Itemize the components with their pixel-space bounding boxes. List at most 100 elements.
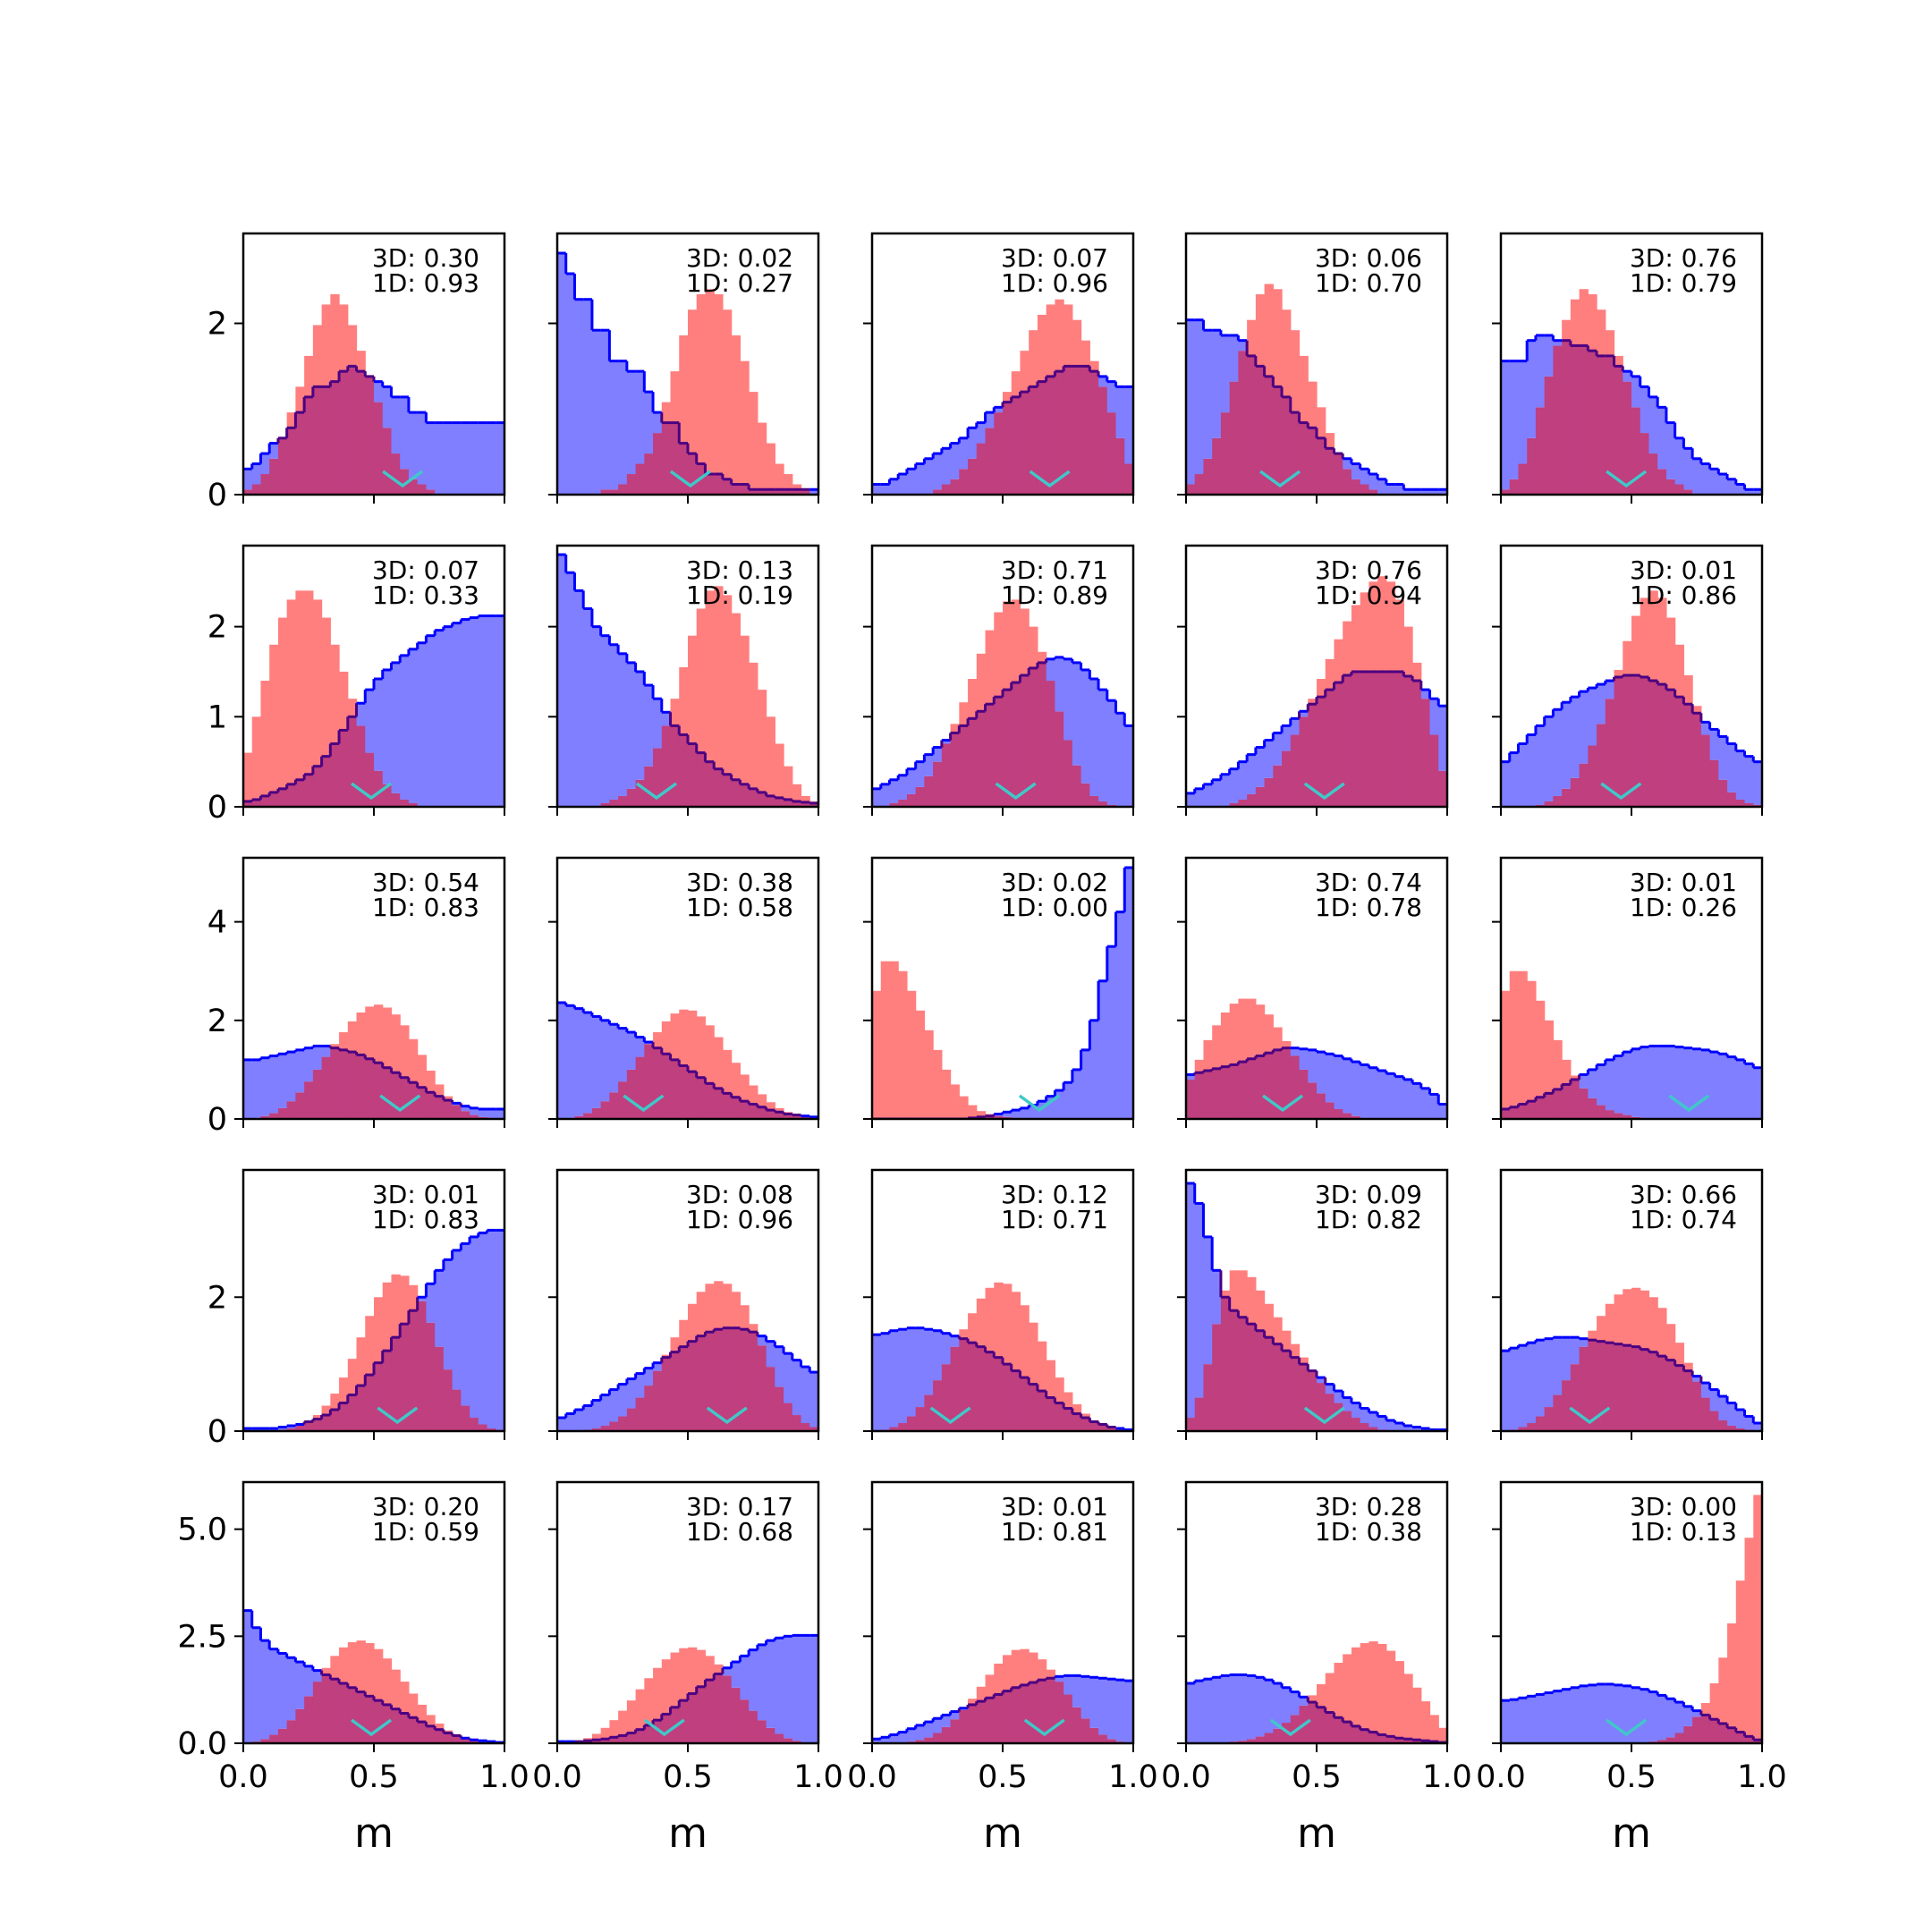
overlap-bar	[1570, 777, 1580, 807]
overlap-bar	[1727, 1426, 1737, 1431]
overlap-bar	[1238, 351, 1248, 495]
overlap-bar	[1692, 1381, 1702, 1431]
overlap-bar	[731, 1687, 741, 1743]
overlap-bar	[609, 489, 619, 495]
overlap-bar	[374, 1063, 384, 1119]
blue-bar	[1692, 1376, 1702, 1382]
overlap-bar	[391, 1072, 401, 1119]
overlap-bar	[670, 1059, 680, 1119]
overlap-bar	[740, 1329, 750, 1431]
red-bar	[714, 1281, 724, 1330]
overlap-bar	[1412, 681, 1422, 807]
overlap-bar	[1700, 1397, 1711, 1431]
red-bar	[321, 617, 331, 757]
blue-bar	[924, 1722, 934, 1738]
red-bar	[251, 716, 262, 800]
overlap-bar	[696, 752, 707, 807]
blue-bar	[382, 669, 393, 784]
annotation-1d: 1D: 0.71	[1001, 1205, 1108, 1234]
blue-bar	[1535, 725, 1546, 805]
red-bar	[1597, 309, 1606, 356]
blue-bar	[1194, 319, 1205, 475]
blue-bar	[626, 1378, 637, 1409]
blue-bar	[286, 1657, 296, 1721]
red-bar	[906, 990, 917, 1119]
overlap-bar	[1623, 674, 1632, 807]
red-bar	[775, 743, 784, 798]
overlap-bar	[688, 1072, 698, 1119]
overlap-bar	[1614, 1343, 1623, 1431]
overlap-bar	[1308, 704, 1318, 807]
red-bar	[1089, 360, 1099, 372]
blue-bar	[950, 1711, 960, 1720]
annotation-3d: 3D: 0.38	[686, 868, 793, 897]
red-bar	[356, 351, 366, 372]
y-tick-label: 2	[208, 1280, 227, 1316]
overlap-bar	[968, 1704, 978, 1743]
overlap-bar	[1562, 1084, 1572, 1119]
blue-bar	[933, 1330, 943, 1381]
overlap-bar	[740, 784, 750, 807]
marker-icon	[1269, 1718, 1311, 1737]
overlap-bar	[1683, 704, 1693, 807]
blue-bar	[1665, 1046, 1676, 1119]
blue-bar	[1238, 761, 1248, 800]
blue-bar	[312, 1670, 323, 1682]
blue-bar	[1605, 1683, 1615, 1743]
overlap-bar	[1063, 740, 1073, 807]
overlap-bar	[766, 1727, 775, 1743]
red-bar	[1385, 581, 1396, 672]
red-bar	[968, 1105, 978, 1118]
blue-bar	[295, 1049, 305, 1093]
overlap-bar	[1055, 711, 1064, 807]
blue-bar	[985, 412, 995, 428]
blue-bar	[470, 1107, 479, 1115]
overlap-bar	[461, 1405, 470, 1431]
blue-bar	[924, 754, 934, 776]
overlap-bar	[714, 1088, 724, 1119]
blue-bar	[557, 555, 567, 807]
blue-bar	[583, 608, 593, 807]
blue-bar	[1412, 489, 1422, 495]
red-bar	[872, 990, 882, 1119]
blue-bar	[1744, 756, 1754, 803]
red-bar	[330, 1044, 340, 1048]
blue-bar	[1317, 1377, 1326, 1384]
blue-bar	[1692, 1710, 1702, 1717]
annotation-1d: 1D: 0.83	[372, 1205, 479, 1234]
red-bar	[1282, 309, 1292, 397]
red-bar	[1709, 1682, 1719, 1720]
overlap-bar	[470, 1418, 479, 1431]
red-bar	[1343, 621, 1352, 675]
overlap-bar	[1072, 1707, 1082, 1743]
annotation-1d: 1D: 0.33	[372, 580, 479, 610]
red-bar	[661, 1021, 672, 1055]
blue-bar	[374, 381, 384, 402]
blue-bar	[1264, 1680, 1274, 1733]
blue-bar	[435, 1270, 445, 1347]
overlap-bar	[688, 743, 698, 807]
annotation-1d: 1D: 0.19	[686, 580, 793, 610]
blue-bar	[243, 1059, 253, 1119]
overlap-bar	[426, 1092, 436, 1119]
blue-bar	[452, 623, 462, 807]
red-bar	[1614, 669, 1623, 678]
blue-bar	[1055, 1090, 1064, 1119]
blue-bar	[1700, 1049, 1711, 1119]
y-tick-label: 0	[208, 790, 227, 826]
overlap-bar	[635, 1729, 645, 1743]
overlap-bar	[1282, 396, 1292, 495]
overlap-bar	[1665, 1360, 1676, 1431]
blue-bar	[1124, 386, 1133, 464]
annotation-3d: 3D: 0.13	[686, 555, 793, 585]
red-bar	[1674, 1343, 1684, 1366]
annotation-1d: 1D: 0.59	[372, 1517, 479, 1546]
red-bar	[1351, 1647, 1361, 1726]
blue-bar	[1334, 1055, 1343, 1109]
overlap-bar	[1273, 1343, 1283, 1431]
red-bar	[749, 1324, 758, 1333]
overlap-bar	[435, 1346, 445, 1431]
blue-bar	[1718, 474, 1728, 495]
overlap-bar	[968, 458, 978, 495]
